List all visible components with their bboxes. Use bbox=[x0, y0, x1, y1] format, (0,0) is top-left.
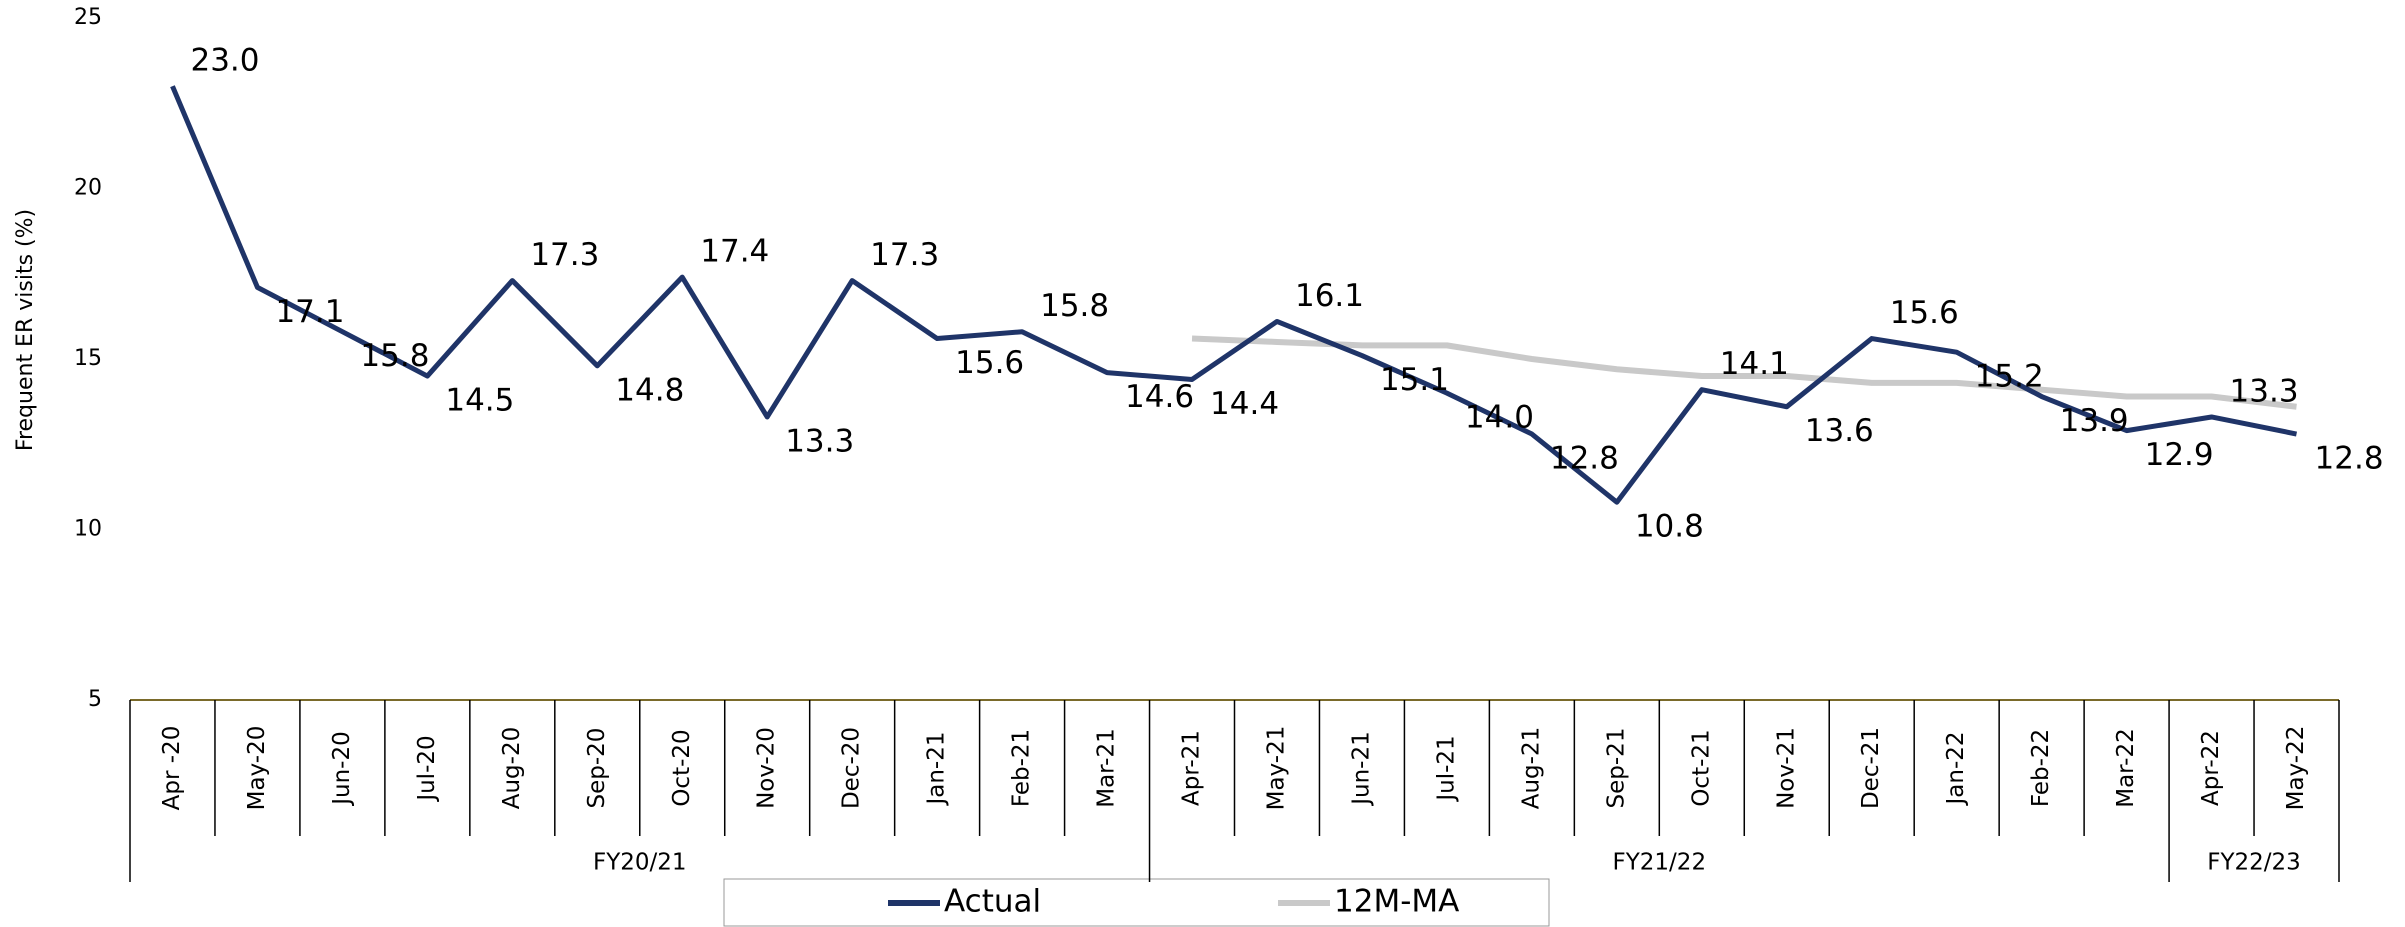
data-label: 15.8 bbox=[1040, 288, 1109, 324]
legend-box bbox=[723, 878, 1550, 927]
data-label: 23.0 bbox=[190, 43, 259, 79]
data-label: 15.6 bbox=[1890, 295, 1959, 331]
x-tick-label: Dec-20 bbox=[839, 727, 865, 809]
data-label: 13.9 bbox=[2060, 403, 2129, 439]
data-label: 15.2 bbox=[1975, 359, 2044, 395]
data-label: 14.5 bbox=[445, 383, 514, 419]
data-label: 15.6 bbox=[955, 345, 1024, 381]
data-label: 14.4 bbox=[1210, 386, 1279, 422]
x-tick-label: Jan-21 bbox=[924, 731, 950, 806]
data-label: 16.1 bbox=[1295, 278, 1364, 314]
group-label: FY22/23 bbox=[2207, 850, 2301, 876]
data-label: 17.1 bbox=[275, 294, 344, 330]
x-tick-label: Aug-20 bbox=[499, 727, 525, 809]
data-label: 12.8 bbox=[1550, 441, 1619, 477]
x-tick-label: Oct-20 bbox=[669, 729, 695, 806]
series-line bbox=[170, 85, 2298, 505]
data-label: 12.9 bbox=[2145, 437, 2214, 473]
y-axis-title: Frequent ER visits (%) bbox=[13, 209, 38, 451]
data-label: 17.4 bbox=[700, 234, 769, 270]
x-tick-label: Apr -20 bbox=[159, 726, 185, 811]
data-label: 15.1 bbox=[1380, 362, 1449, 398]
x-tick-label: Jul-21 bbox=[1433, 735, 1459, 802]
x-tick-label: Nov-20 bbox=[754, 727, 780, 809]
x-tick-label: Jun-20 bbox=[329, 731, 355, 807]
x-tick-label: Dec-21 bbox=[1858, 727, 1884, 809]
x-tick-label: Sep-21 bbox=[1603, 728, 1629, 809]
x-tick-label: Mar-21 bbox=[1094, 728, 1120, 808]
x-tick-label: Feb-21 bbox=[1009, 729, 1035, 807]
x-tick-label: May-20 bbox=[244, 726, 270, 811]
series-line bbox=[1191, 335, 2297, 410]
data-label: 13.6 bbox=[1805, 413, 1874, 449]
legend-label: 12M-MA bbox=[1334, 884, 1459, 920]
x-tick-label: Sep-20 bbox=[584, 728, 610, 809]
y-tick-label: 15 bbox=[74, 346, 102, 371]
x-tick-label: May-21 bbox=[1263, 726, 1289, 811]
data-label: 15.8 bbox=[360, 338, 429, 374]
data-label: 14.0 bbox=[1465, 400, 1534, 436]
group-label: FY21/22 bbox=[1613, 850, 1707, 876]
group-label: FY20/21 bbox=[593, 850, 687, 876]
y-tick-label: 5 bbox=[88, 687, 102, 712]
data-label: 13.3 bbox=[785, 423, 854, 459]
y-tick-label: 25 bbox=[74, 5, 102, 30]
x-tick-label: Jun-21 bbox=[1348, 731, 1374, 807]
data-label: 12.8 bbox=[2315, 441, 2384, 477]
legend-label: Actual bbox=[944, 884, 1041, 920]
data-label: 14.8 bbox=[615, 372, 684, 408]
x-tick-label: Feb-22 bbox=[2028, 729, 2054, 807]
data-label: 17.3 bbox=[870, 237, 939, 273]
x-tick-label: Nov-21 bbox=[1773, 727, 1799, 809]
x-tick-label: Jul-20 bbox=[414, 735, 440, 802]
x-tick-label: May-22 bbox=[2283, 726, 2309, 811]
x-tick-label: Oct-21 bbox=[1688, 729, 1714, 806]
x-tick-label: Apr-22 bbox=[2198, 730, 2224, 806]
x-tick-label: Jan-22 bbox=[1943, 731, 1969, 806]
data-label: 14.1 bbox=[1720, 346, 1789, 382]
y-tick-label: 20 bbox=[74, 176, 102, 201]
data-label: 14.6 bbox=[1125, 379, 1194, 415]
data-label: 17.3 bbox=[530, 237, 599, 273]
y-tick-label: 10 bbox=[74, 517, 102, 542]
x-tick-label: Apr-21 bbox=[1179, 730, 1205, 806]
data-label: 10.8 bbox=[1635, 509, 1704, 545]
x-tick-label: Mar-22 bbox=[2113, 728, 2139, 808]
x-tick-label: Aug-21 bbox=[1518, 727, 1544, 809]
data-label: 13.3 bbox=[2230, 373, 2299, 409]
